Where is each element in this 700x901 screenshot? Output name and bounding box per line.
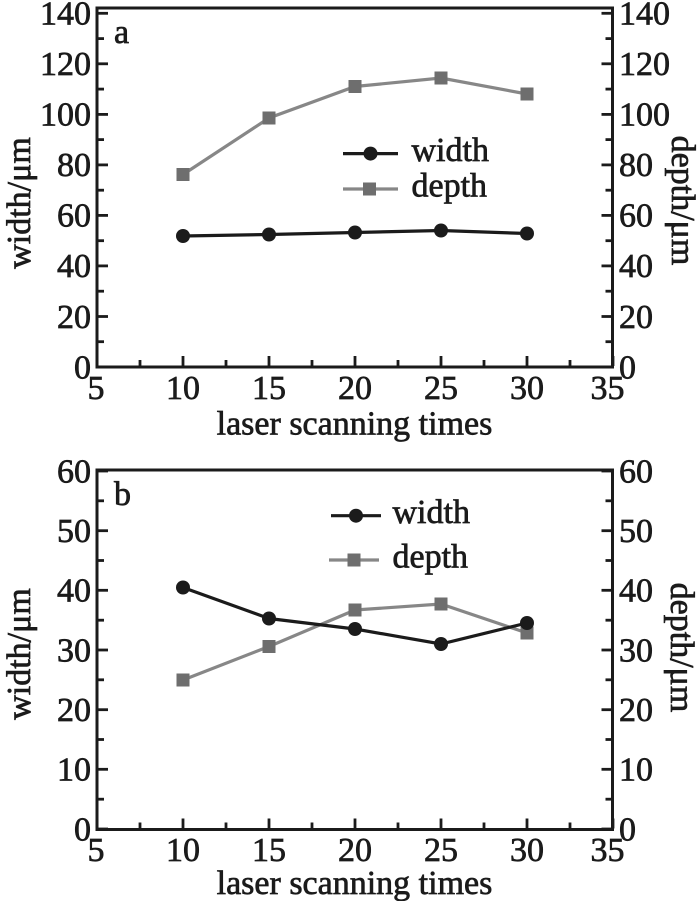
svg-text:0: 0 <box>619 811 636 848</box>
svg-text:30: 30 <box>510 832 544 869</box>
svg-text:width/μm: width/μm <box>1 588 38 720</box>
svg-text:10: 10 <box>57 752 91 789</box>
svg-text:40: 40 <box>57 248 91 285</box>
svg-text:15: 15 <box>252 370 286 407</box>
svg-text:120: 120 <box>40 46 91 83</box>
svg-text:laser scanning times: laser scanning times <box>217 865 493 901</box>
svg-text:depth/μm: depth/μm <box>664 136 700 266</box>
svg-text:30: 30 <box>510 370 544 407</box>
svg-text:40: 40 <box>619 573 653 610</box>
svg-text:5: 5 <box>88 370 105 407</box>
svg-text:0: 0 <box>74 811 91 848</box>
svg-text:depth: depth <box>412 168 488 205</box>
svg-text:25: 25 <box>424 370 458 407</box>
svg-text:10: 10 <box>619 752 653 789</box>
svg-text:0: 0 <box>74 349 91 386</box>
svg-text:60: 60 <box>619 453 653 490</box>
svg-text:20: 20 <box>57 299 91 336</box>
svg-text:width: width <box>412 132 489 169</box>
svg-text:a: a <box>114 14 129 51</box>
svg-text:35: 35 <box>591 832 625 869</box>
svg-text:100: 100 <box>40 97 91 134</box>
svg-text:60: 60 <box>57 453 91 490</box>
svg-text:80: 80 <box>619 147 653 184</box>
svg-text:0: 0 <box>619 349 636 386</box>
svg-text:40: 40 <box>619 248 653 285</box>
svg-text:depth/μm: depth/μm <box>663 583 700 713</box>
svg-text:25: 25 <box>424 832 458 869</box>
svg-text:5: 5 <box>88 832 105 869</box>
svg-text:20: 20 <box>619 299 653 336</box>
svg-text:depth: depth <box>393 539 469 576</box>
svg-text:140: 140 <box>619 0 670 33</box>
svg-text:30: 30 <box>619 632 653 669</box>
svg-text:10: 10 <box>166 370 200 407</box>
svg-text:80: 80 <box>57 147 91 184</box>
svg-text:15: 15 <box>252 832 286 869</box>
svg-text:40: 40 <box>57 573 91 610</box>
svg-text:laser scanning times: laser scanning times <box>217 406 493 443</box>
svg-text:width: width <box>393 494 470 531</box>
svg-text:30: 30 <box>57 632 91 669</box>
svg-text:140: 140 <box>40 0 91 33</box>
svg-text:50: 50 <box>57 513 91 550</box>
svg-text:20: 20 <box>338 832 372 869</box>
svg-text:35: 35 <box>591 370 625 407</box>
svg-text:60: 60 <box>619 198 653 235</box>
svg-text:20: 20 <box>619 692 653 729</box>
svg-text:10: 10 <box>166 832 200 869</box>
svg-text:20: 20 <box>338 370 372 407</box>
svg-text:width/μm: width/μm <box>1 137 38 269</box>
svg-text:50: 50 <box>619 513 653 550</box>
svg-text:20: 20 <box>57 692 91 729</box>
svg-text:b: b <box>114 476 131 513</box>
svg-text:100: 100 <box>619 97 670 134</box>
svg-text:60: 60 <box>57 198 91 235</box>
svg-text:120: 120 <box>619 46 670 83</box>
